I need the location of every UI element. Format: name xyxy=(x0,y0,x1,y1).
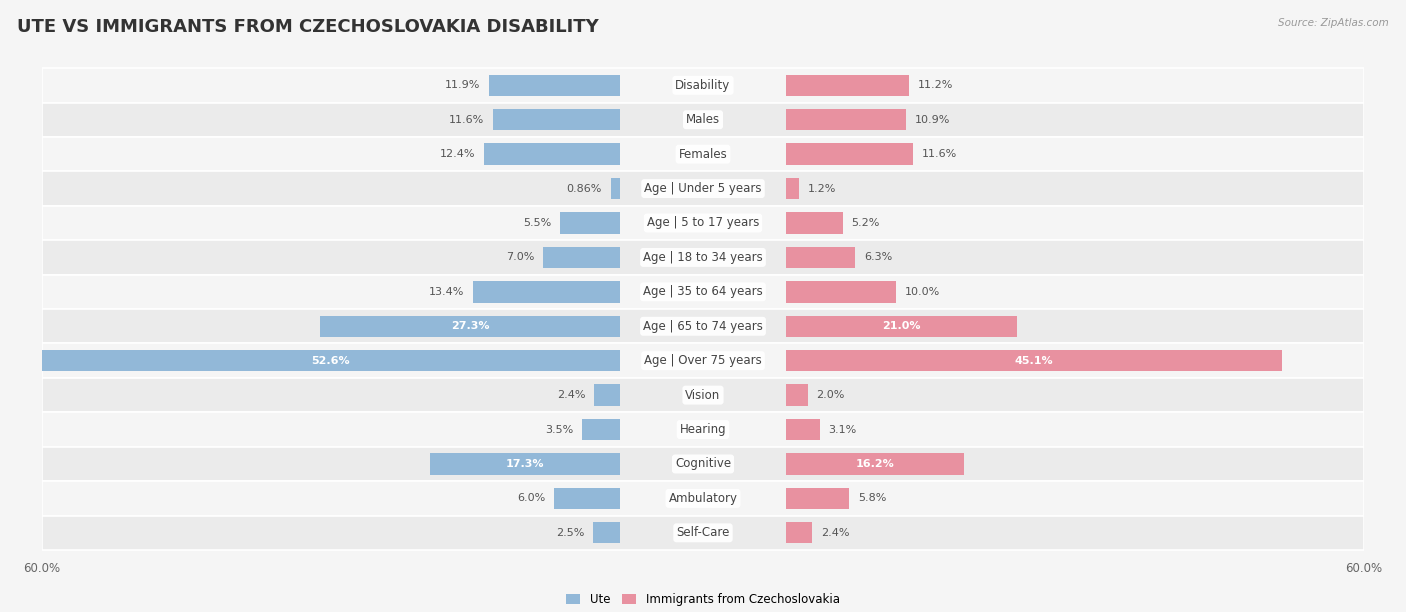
Legend: Ute, Immigrants from Czechoslovakia: Ute, Immigrants from Czechoslovakia xyxy=(561,588,845,611)
Bar xyxy=(42,137,1364,171)
Bar xyxy=(319,316,620,337)
Bar xyxy=(543,247,620,268)
Bar xyxy=(593,384,620,406)
Bar xyxy=(42,481,1364,515)
Bar xyxy=(593,522,620,543)
Bar xyxy=(42,343,1364,378)
Text: 13.4%: 13.4% xyxy=(429,287,464,297)
Text: 10.0%: 10.0% xyxy=(904,287,939,297)
Text: 5.2%: 5.2% xyxy=(852,218,880,228)
Text: 2.4%: 2.4% xyxy=(821,528,849,538)
Text: 21.0%: 21.0% xyxy=(882,321,921,331)
Bar xyxy=(492,109,620,130)
Text: Disability: Disability xyxy=(675,79,731,92)
Text: Age | 65 to 74 years: Age | 65 to 74 years xyxy=(643,320,763,333)
Text: 6.3%: 6.3% xyxy=(863,252,891,263)
Bar xyxy=(42,206,1364,241)
Bar xyxy=(786,384,807,406)
Bar xyxy=(430,453,620,475)
Bar xyxy=(786,453,965,475)
Text: 2.5%: 2.5% xyxy=(555,528,583,538)
Bar xyxy=(786,488,849,509)
Text: Age | Over 75 years: Age | Over 75 years xyxy=(644,354,762,367)
Bar xyxy=(560,212,620,234)
Text: 7.0%: 7.0% xyxy=(506,252,534,263)
Bar xyxy=(489,75,620,96)
Text: 45.1%: 45.1% xyxy=(1015,356,1053,366)
Text: Age | 18 to 34 years: Age | 18 to 34 years xyxy=(643,251,763,264)
Text: Hearing: Hearing xyxy=(679,423,727,436)
Text: Females: Females xyxy=(679,147,727,160)
Text: 11.6%: 11.6% xyxy=(922,149,957,159)
Text: 3.1%: 3.1% xyxy=(828,425,856,435)
Bar xyxy=(42,378,1364,412)
Text: 16.2%: 16.2% xyxy=(855,459,894,469)
Text: 2.0%: 2.0% xyxy=(817,390,845,400)
Text: 52.6%: 52.6% xyxy=(311,356,350,366)
Text: 17.3%: 17.3% xyxy=(506,459,544,469)
Text: 2.4%: 2.4% xyxy=(557,390,585,400)
Text: Vision: Vision xyxy=(685,389,721,401)
Bar xyxy=(42,275,1364,309)
Text: Cognitive: Cognitive xyxy=(675,458,731,471)
Text: 5.8%: 5.8% xyxy=(858,493,887,504)
Bar xyxy=(786,522,813,543)
Bar xyxy=(42,102,1364,137)
Text: 11.2%: 11.2% xyxy=(918,80,953,91)
Bar xyxy=(42,309,1364,343)
Text: 5.5%: 5.5% xyxy=(523,218,551,228)
Bar xyxy=(582,419,620,440)
Text: 0.86%: 0.86% xyxy=(567,184,602,193)
Text: Age | Under 5 years: Age | Under 5 years xyxy=(644,182,762,195)
Bar xyxy=(612,178,620,200)
Bar xyxy=(472,281,620,302)
Bar xyxy=(786,75,908,96)
Bar xyxy=(42,447,1364,481)
Text: 3.5%: 3.5% xyxy=(544,425,574,435)
Text: 11.6%: 11.6% xyxy=(449,114,484,125)
Text: 12.4%: 12.4% xyxy=(440,149,475,159)
Bar xyxy=(786,281,896,302)
Text: UTE VS IMMIGRANTS FROM CZECHOSLOVAKIA DISABILITY: UTE VS IMMIGRANTS FROM CZECHOSLOVAKIA DI… xyxy=(17,18,599,36)
Text: Age | 5 to 17 years: Age | 5 to 17 years xyxy=(647,217,759,230)
Bar xyxy=(554,488,620,509)
Bar xyxy=(786,178,799,200)
Bar xyxy=(41,350,620,371)
Bar xyxy=(786,316,1017,337)
Bar xyxy=(42,515,1364,550)
Bar xyxy=(786,212,842,234)
Text: 1.2%: 1.2% xyxy=(807,184,837,193)
Text: Source: ZipAtlas.com: Source: ZipAtlas.com xyxy=(1278,18,1389,28)
Text: 6.0%: 6.0% xyxy=(517,493,546,504)
Text: Ambulatory: Ambulatory xyxy=(668,492,738,505)
Bar xyxy=(42,412,1364,447)
Bar xyxy=(484,143,620,165)
Text: 10.9%: 10.9% xyxy=(914,114,950,125)
Text: 27.3%: 27.3% xyxy=(451,321,489,331)
Text: Age | 35 to 64 years: Age | 35 to 64 years xyxy=(643,285,763,298)
Bar xyxy=(786,143,914,165)
Bar xyxy=(42,171,1364,206)
Bar xyxy=(42,68,1364,102)
Bar xyxy=(786,247,855,268)
Bar xyxy=(42,240,1364,275)
Text: 11.9%: 11.9% xyxy=(446,80,481,91)
Text: Self-Care: Self-Care xyxy=(676,526,730,539)
Bar xyxy=(786,350,1282,371)
Text: Males: Males xyxy=(686,113,720,126)
Bar xyxy=(786,109,905,130)
Bar xyxy=(786,419,820,440)
